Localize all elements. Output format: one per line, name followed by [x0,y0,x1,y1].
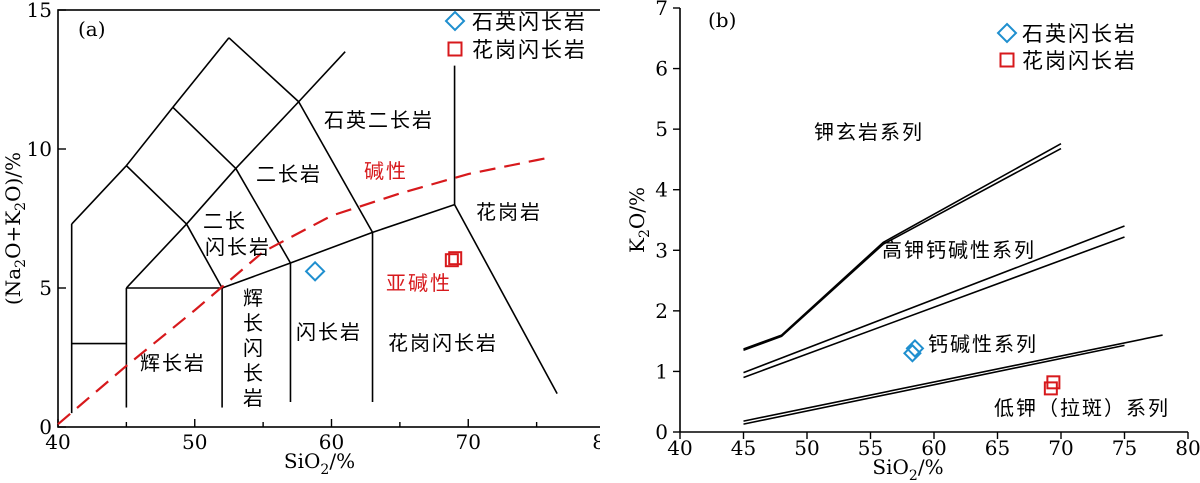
divider-label-alkaline: 碱性 [364,159,408,183]
field-boundary [172,37,230,108]
field-label-monzodiorite: 二长 [203,209,247,233]
x-tick-label: 60 [319,430,344,454]
x-tick-label: 50 [794,436,819,460]
x-tick-label: 70 [1048,436,1073,460]
data-point-granodiorite [444,253,459,268]
legend-marker-quartz-diorite [996,22,1018,44]
field-boundary [235,168,292,264]
y-tick-label: 3 [655,238,668,262]
series-boundary [743,334,1163,422]
k2o-sio2-diagram-panel-b: 40 45 50 55 60 65 70 75 8001234567SiO2/%K2O/%(b)… [625,0,1200,483]
field-label-gabbro-diorite: 辉 [243,286,265,310]
x-tick-label: 60 [921,436,946,460]
y-axis-label: (Na2O+K2O)/% [1,152,29,305]
field-boundary [185,167,237,225]
field-boundary [372,203,455,234]
series-boundary [743,142,1062,350]
field-label-granodiorite: 花岗闪长岩 [388,331,498,355]
y-tick-label: 5 [39,276,52,300]
x-tick-label: 40 [45,430,70,454]
data-point-quartz-diorite [905,338,925,358]
field-label-monzodiorite: 闪长岩 [205,235,271,259]
data-point-granodiorite [448,251,463,266]
x-tick-label: 50 [182,430,207,454]
field-boundary [235,101,300,170]
field-boundary [125,106,174,167]
series-boundary [743,225,1125,374]
field-boundary [71,165,127,225]
data-point-quartz-diorite [902,343,922,363]
series-label-shoshonite: 钾玄岩系列 [814,120,924,144]
legend-marker-granodiorite [447,41,463,57]
y-tick-label: 7 [655,0,668,20]
field-boundary [185,223,223,289]
x-tick-label: 70 [456,430,481,454]
divider-label-subalkaline: 亚碱性 [386,271,452,295]
field-label-gabbro-diorite: 长 [243,361,265,385]
y-tick-label: 1 [655,359,668,383]
alkaline-subalkaline-divider [57,156,551,426]
field-label-quartz-monzonite: 石英二长岩 [324,108,434,132]
legend-marker-quartz-diorite [444,10,466,32]
field-boundary [172,106,237,170]
field-boundary [221,262,291,289]
x-tick-label: 80 [1175,436,1200,460]
y-tick-label: 4 [655,178,668,202]
series-label-calc-alkaline: 钙碱性系列 [928,332,1038,356]
legend-label-granodiorite: 花岗闪长岩 [472,38,587,62]
y-tick-label: 0 [655,420,668,444]
y-tick-label: 6 [655,57,668,81]
field-boundary [297,101,374,233]
y-tick-label: 15 [27,0,52,22]
y-tick-label: 2 [655,299,668,323]
x-tick-label: 45 [731,436,756,460]
legend-label-granodiorite: 花岗闪长岩 [1022,49,1137,73]
field-label-diorite: 闪长岩 [296,320,362,344]
y-tick-label: 0 [39,415,52,439]
data-point-quartz-diorite [304,260,326,282]
x-tick-label: 55 [858,436,883,460]
series-label-low-k: 低钾（拉斑）系列 [994,396,1170,420]
field-boundary [290,231,373,264]
series-boundary [743,344,1125,425]
y-axis-label: K2O/% [625,187,653,253]
legend-label-quartz-diorite: 石英闪长岩 [472,10,587,34]
field-label-gabbro-diorite: 岩 [243,386,265,410]
field-label-gabbro-diorite: 闪 [243,336,265,360]
x-tick-label: 75 [1112,436,1137,460]
x-tick-label: 80 [592,430,600,454]
field-boundary [228,37,300,103]
x-axis-label: SiO2/% [872,455,943,483]
data-point-granodiorite [1046,375,1061,390]
y-tick-label: 10 [27,137,52,161]
field-boundary [453,204,558,395]
field-boundary [125,223,188,289]
field-boundary [125,165,188,225]
tas-diagram-panel-a: 4050607080051015SiO2/%(Na2O+K2O)/%(a)辉长岩… [1,0,600,478]
x-axis-label: SiO2/% [284,449,355,478]
series-label-high-k: 高钾钙碱性系列 [882,238,1036,262]
legend-label-quartz-diorite: 石英闪长岩 [1022,22,1137,46]
panel-label: (b) [708,8,736,32]
y-tick-label: 5 [655,117,668,141]
series-boundary [743,236,1125,379]
x-tick-label: 40 [667,436,692,460]
series-boundary [743,147,1062,351]
legend-marker-granodiorite [999,52,1015,68]
field-boundary [298,51,346,103]
x-tick-label: 65 [985,436,1010,460]
field-label-granite: 花岗岩 [476,200,542,224]
field-label-gabbro-diorite: 长 [243,311,265,335]
field-label-monzonite: 二长岩 [256,162,322,186]
panel-label: (a) [78,17,106,41]
field-label-gabbro: 辉长岩 [140,351,206,375]
